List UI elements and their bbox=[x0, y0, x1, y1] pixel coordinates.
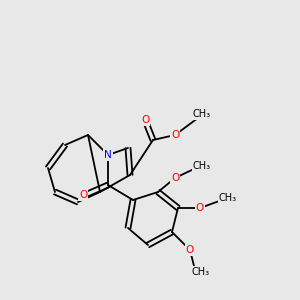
Text: O: O bbox=[141, 115, 149, 125]
Text: O: O bbox=[171, 130, 179, 140]
Text: O: O bbox=[186, 245, 194, 255]
Text: CH₃: CH₃ bbox=[193, 109, 211, 119]
Text: O: O bbox=[196, 203, 204, 213]
Text: N: N bbox=[104, 150, 112, 160]
Text: CH₃: CH₃ bbox=[219, 193, 237, 203]
Text: O: O bbox=[79, 190, 87, 200]
Text: CH₃: CH₃ bbox=[193, 161, 211, 171]
Text: CH₃: CH₃ bbox=[192, 267, 210, 277]
Text: O: O bbox=[171, 173, 179, 183]
